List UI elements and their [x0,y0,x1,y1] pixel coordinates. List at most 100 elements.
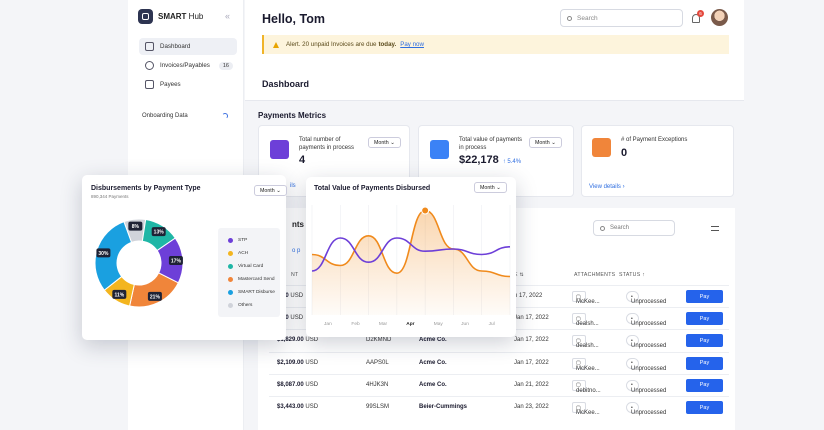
table-title-fragment: nts [292,220,304,229]
metric-value: 0 [621,147,628,159]
currency: USD [305,359,319,366]
metric-label: # of Payment Exceptions [621,137,688,143]
select-value: Month [374,139,389,146]
attachment-chip[interactable]: ▢ debitno... [572,379,601,394]
slice-label: 13% [154,230,165,236]
exception-icon [592,138,611,157]
payment-id: AAPS0L [366,359,389,366]
slice-label-bg [147,291,162,301]
avatar[interactable] [711,9,728,26]
sidebar-item-label: Payees [160,81,181,88]
company: Acme Co. [419,359,447,366]
x-tick-label: Feb [351,321,360,327]
legend-item: Virtual Card [228,264,263,269]
chart-icon [430,140,449,159]
amount-value: $8,087.00 [277,381,304,388]
slice-label: 8% [132,224,140,230]
table-link-fragment[interactable]: o p [292,248,301,254]
x-tick-label: Mar [379,321,388,327]
slice-label-bg [112,289,127,299]
amount-value: $2,109.00 [277,359,304,366]
attachment-name: McKee... [576,299,600,305]
total-value-panel: Total Value of Payments Disbursed Month … [306,177,516,337]
sidebar-item-dashboard[interactable]: Dashboard [139,38,237,55]
view-details-link[interactable]: View details › [589,184,625,190]
select-value: Month [480,184,495,191]
pay-now-link[interactable]: Pay now [400,41,424,48]
onboarding-data-link[interactable]: Onboarding Data [142,113,188,119]
x-tick-label: May [434,321,444,327]
amount: $3,443.00 USD [277,404,318,410]
x-tick-label: Jun [461,321,469,327]
series-line-orange [311,209,511,278]
date: Jan 17, 2022 [514,359,549,366]
legend-label: Mastercard Send [238,277,275,282]
table-search-input[interactable]: Search [593,220,675,236]
legend-label: SMART Disburse [238,290,275,295]
select-value: Month [535,139,550,146]
sidebar-item-invoices[interactable]: Invoices/Payables 16 [139,57,237,74]
collapse-sidebar-icon[interactable]: « [225,11,231,21]
slice-label: 21% [150,294,161,300]
column-header-amount: NT [291,272,299,278]
bell-icon[interactable] [692,14,700,23]
attachment-chip[interactable]: ▢ dealsh... [572,335,599,349]
pay-button[interactable]: Pay [686,312,723,326]
currency: USD [305,381,319,388]
status-badge: • Unprocessed [626,379,666,394]
date: n 17, 2022 [514,293,543,299]
payments-icon [270,140,289,159]
building-icon [145,80,154,89]
attachment-name: dealsh... [576,321,599,328]
metric-label: Total number of payments in process [299,137,355,151]
status-text: Unprocessed [631,343,667,350]
panel-title: Disbursements by Payment Type [91,185,201,192]
greeting: Hello, Tom [262,12,325,26]
attachment-chip[interactable]: ▢ McKee... [572,402,600,416]
period-select[interactable]: Month ⌄ [254,185,287,196]
logo-icon [138,9,153,24]
page-title: Dashboard [262,79,310,89]
count-badge: 16 [218,61,233,70]
sidebar-item-payees[interactable]: Payees [139,76,237,93]
legend-swatch [228,277,233,282]
period-select[interactable]: Month ⌄ [529,137,562,148]
attachment-name: McKee... [576,365,600,372]
legend-item: ACH [228,251,248,256]
slice-label: 30% [98,251,109,257]
period-select[interactable]: Month ⌄ [474,182,507,193]
highlight-point[interactable] [421,206,430,215]
view-details-link[interactable]: ils [290,183,296,189]
metric-amount: $22,178 [459,154,499,166]
pay-button[interactable]: Pay [686,378,723,392]
header-label: STATUS [619,272,641,278]
period-select[interactable]: Month ⌄ [368,137,401,148]
attachment-chip[interactable]: ▢ McKee... [572,291,600,305]
search-input[interactable]: Search [560,9,683,27]
attachment-chip[interactable]: ▢ McKee... [572,357,600,372]
slice-smart-disburse[interactable] [94,221,133,291]
search-placeholder: Search [577,14,598,22]
search-placeholder: Search [610,225,630,231]
notification-badge: 6 [697,10,704,17]
donut-chart: 8% 13% 17% 21% 11% 30% [94,218,184,308]
legend-label: Virtual Card [238,264,264,269]
status-text: Unprocessed [631,387,667,394]
sidebar-item-label: Invoices/Payables [160,62,210,69]
currency: USD [305,404,319,410]
column-header-attachments: ATTACHMENTS [574,272,616,278]
pay-button[interactable]: Pay [686,290,723,303]
alert-banner: Alert. 20 unpaid Invoices are due today.… [262,35,729,54]
date: Jan 21, 2022 [514,381,549,388]
filter-icon[interactable] [711,226,719,231]
home-icon [145,42,154,51]
legend-swatch [228,264,233,269]
attachment-chip[interactable]: ▢ dealsh... [572,313,599,327]
alert-emphasis: today. [378,41,397,48]
legend-item: Mastercard Send [228,277,275,282]
pay-button[interactable]: Pay [686,401,723,414]
pay-button[interactable]: Pay [686,356,723,370]
attachment-name: debitno... [576,387,601,394]
divider [245,100,744,101]
pay-button[interactable]: Pay [686,334,723,348]
